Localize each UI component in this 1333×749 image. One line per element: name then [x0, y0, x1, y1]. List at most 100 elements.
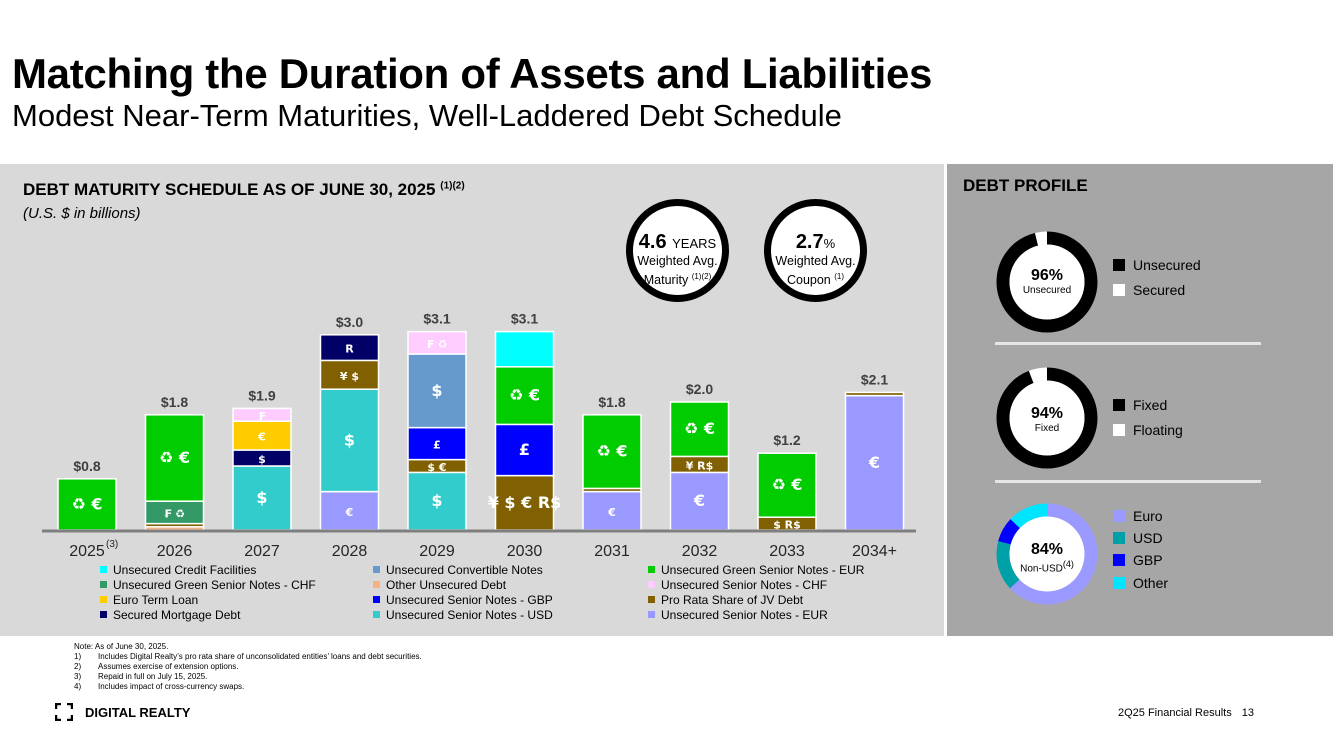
bar-segment [844, 391, 905, 397]
legend-label: Other Unsecured Debt [386, 578, 507, 592]
page-subtitle: Modest Near-Term Maturities, Well-Ladder… [12, 98, 842, 133]
maturity-stat: 4.6 YEARS Weighted Avg. Maturity (1)(2) [626, 199, 729, 302]
legend-swatch [100, 566, 107, 573]
footer: 2Q25 Financial Results 13 [1118, 707, 1254, 719]
x-tick-label: 2027 [244, 543, 280, 560]
coupon-value: 2.7 [795, 231, 824, 253]
x-tick-note: (3) [106, 539, 118, 550]
footnote: 1) Includes Digital Realty’s pro rata sha… [74, 652, 422, 662]
legend-item: Unsecured Senior Notes - GBP [373, 593, 553, 607]
legend-item: Unsecured Green Senior Notes - CHF [100, 578, 316, 592]
footnote: 3) Repaid in full on July 15, 2025. [74, 672, 422, 682]
donut-currency-label: 84% Non-USD(4) [1012, 541, 1082, 574]
legend-fixed: Fixed [1113, 397, 1167, 413]
x-tick-label: 2025 [69, 543, 105, 560]
bar-total-label: $1.8 [161, 394, 188, 410]
bar-segment [407, 471, 467, 531]
legend-label: Unsecured [1133, 257, 1201, 273]
segment-symbol: ♻ € [684, 419, 715, 438]
maturity-line2: Maturity [643, 273, 689, 288]
bar-segment [57, 478, 117, 531]
chart-units: (U.S. $ in billions) [23, 205, 141, 222]
legend-label: Euro Term Loan [113, 593, 199, 607]
donut-segment [996, 367, 1098, 469]
legend-label: Pro Rata Share of JV Debt [661, 593, 804, 607]
segment-symbol: $ [431, 491, 442, 510]
bar-segment [494, 330, 555, 368]
bar-segment [319, 490, 380, 531]
segment-symbol: ¥ R$ [686, 459, 714, 472]
footnotes: Note: As of June 30, 2025. 1) Includes Di… [74, 642, 422, 692]
bar-total-label: $1.9 [248, 387, 275, 403]
legend-swatch [373, 611, 380, 618]
legend-item: Unsecured Credit Facilities [100, 563, 256, 577]
segment-symbol: R [345, 343, 354, 356]
bar-total-label: $3.1 [423, 311, 450, 327]
legend-item: Unsecured Green Senior Notes - EUR [648, 563, 864, 577]
legend-swatch [1113, 510, 1125, 522]
legend-label: Fixed [1133, 397, 1168, 413]
donut-segment [996, 231, 1098, 333]
segment-symbol: ¥ $ [340, 370, 359, 383]
legend-label: Unsecured Senior Notes - GBP [386, 593, 553, 607]
legend-swatch [373, 581, 380, 588]
profile-divider [995, 480, 1261, 483]
legend-other: Other [1113, 575, 1168, 591]
bar-segment [669, 471, 730, 531]
bar-total-label: $2.1 [861, 371, 888, 387]
donut-segment [996, 503, 1098, 605]
coupon-line2: Coupon [786, 273, 831, 288]
legend-swatch [100, 581, 107, 588]
donut-unsecured-pct: 96% [1030, 267, 1064, 284]
coupon-line1: Weighted Avg. [775, 254, 856, 268]
maturity-line1: Weighted Avg. [637, 254, 718, 268]
coupon-note: (1) [834, 272, 845, 281]
bar-segment [844, 394, 905, 531]
segment-symbol: ₣ ♻ [426, 338, 447, 351]
x-tick-label: 2033 [769, 543, 805, 560]
chart-title-note: (1)(2) [440, 180, 465, 192]
bar-segment [144, 414, 205, 502]
legend-swatch [1113, 284, 1125, 296]
bar-total-label: $3.1 [511, 311, 538, 327]
donut-unsecured-label: 96% Unsecured [1012, 267, 1082, 296]
legend-usd: USD [1113, 530, 1163, 546]
legend-secured: Secured [1113, 282, 1185, 298]
legend-item: Unsecured Convertible Notes [373, 563, 543, 577]
maturity-value: 4.6 [638, 231, 667, 253]
segment-symbol: ♻ € [159, 448, 190, 467]
footnote: 2) Assumes exercise of extension options. [74, 662, 422, 672]
x-tick-label: 2031 [594, 543, 630, 560]
segment-symbol: € [868, 453, 880, 472]
legend-label: Floating [1133, 422, 1183, 438]
legend-label: Unsecured Green Senior Notes - EUR [661, 563, 865, 577]
coupon-stat: 2.7% Weighted Avg. Coupon (1) [764, 199, 867, 302]
bar-segment [407, 330, 467, 355]
legend-item: Unsecured Senior Notes - EUR [648, 608, 828, 622]
segment-symbol: € [257, 431, 266, 444]
footnote-text: Repaid in full on July 15, 2025. [98, 672, 208, 681]
legend-label: Euro [1133, 508, 1163, 524]
segment-symbol: $ € [427, 461, 446, 474]
footnote-text: Assumes exercise of extension options. [98, 662, 239, 671]
legend-swatch [648, 596, 655, 603]
legend-swatch [100, 596, 107, 603]
segment-symbol: $ [431, 381, 442, 400]
donut-unsecured-sub: Unsecured [1022, 285, 1072, 296]
segment-symbol: ♻ € [596, 442, 627, 461]
legend-unsecured: Unsecured [1113, 257, 1201, 273]
footnote-num: 2) [74, 662, 82, 671]
legend-label: Secured [1133, 282, 1186, 298]
legend-item: Unsecured Senior Notes - USD [373, 608, 553, 622]
bar-segment [757, 452, 817, 518]
segment-symbol: $ [344, 430, 355, 449]
debt-profile-title: DEBT PROFILE [963, 176, 1088, 195]
maturity-chart: ♻ € $0.8 2025 (3) ₣ ♻ ♻ € $1.8 2026 $ $ € ₣ $1.9 2027… [42, 311, 916, 560]
legend-swatch [648, 581, 655, 588]
legend-item: Pro Rata Share of JV Debt [648, 593, 803, 607]
company-name: DIGITAL REALTY [85, 704, 191, 720]
legend-euro: Euro [1113, 508, 1163, 524]
footnote-num: 1) [74, 652, 82, 661]
chart-title: DEBT MATURITY SCHEDULE AS OF JUNE 30, 20… [23, 180, 465, 200]
bar-total-label: $2.0 [686, 381, 713, 397]
